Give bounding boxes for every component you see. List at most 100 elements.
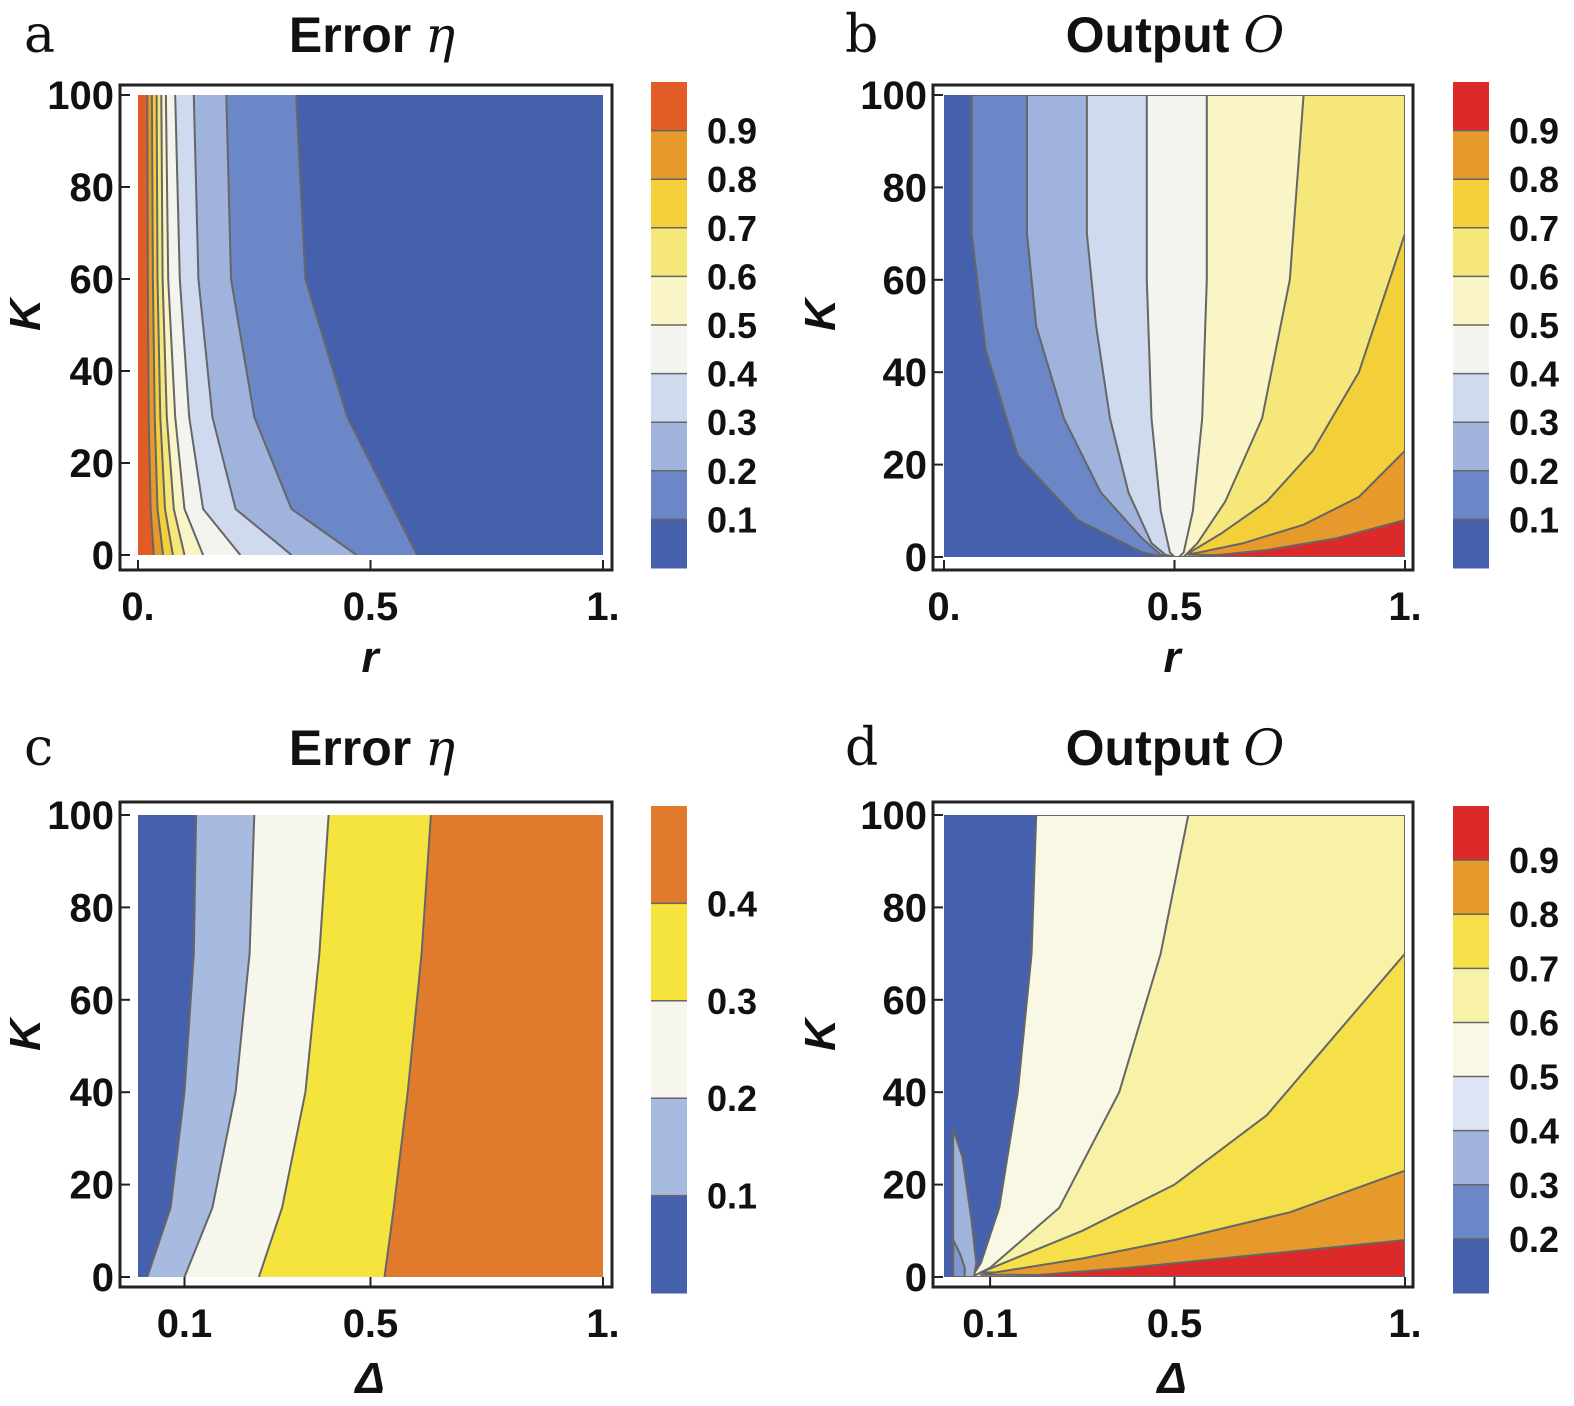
colorbar-label: 0.1	[1509, 499, 1559, 540]
colorbar-swatch	[1453, 130, 1489, 180]
y-tick-label: 0	[92, 534, 114, 578]
contour-region	[1012, 1239, 1405, 1277]
colorbar-swatch	[651, 227, 687, 277]
colorbar-label: 0.5	[1509, 305, 1559, 346]
contour-line	[155, 95, 174, 555]
colorbar-label: 0.2	[707, 1078, 757, 1119]
contour-region	[1187, 449, 1405, 557]
colorbar-label: 0.3	[1509, 402, 1559, 443]
x-tick-label: 0.5	[343, 585, 399, 629]
colorbar-label: 0.4	[707, 354, 757, 395]
colorbar-label: 0.1	[707, 1176, 757, 1217]
contour-plot-area	[944, 815, 1405, 1277]
panel-title: Output O	[1066, 719, 1285, 777]
colorbar-label: 0.3	[707, 402, 757, 443]
colorbar-swatch	[1453, 860, 1489, 915]
colorbar-label: 0.4	[707, 883, 757, 924]
x-tick-label: 1.	[586, 1302, 619, 1346]
x-tick-label: 1.	[1388, 1302, 1421, 1346]
y-tick-label: 0	[905, 536, 927, 580]
y-tick-label: 80	[883, 166, 928, 210]
colorbar-label: 0.2	[1509, 1219, 1559, 1260]
x-axis-label: r	[1163, 633, 1183, 682]
y-tick-label: 100	[860, 74, 927, 118]
contour-line	[146, 815, 198, 1277]
colorbar-swatch	[651, 519, 687, 569]
contour-plot-area	[138, 815, 603, 1277]
x-axis-label: Δ	[1155, 1354, 1187, 1403]
colorbar-label: 0.8	[1509, 159, 1559, 200]
colorbar: 0.2 0.3 0.4 0.5 0.6 0.7 0.8 0.9	[1453, 806, 1559, 1294]
y-tick-label: 80	[70, 886, 115, 930]
contour-region	[952, 1239, 966, 1277]
x-tick-label: 0.1	[157, 1302, 213, 1346]
contour-region	[1196, 519, 1405, 557]
contour-region	[979, 952, 1405, 1277]
colorbar-label: 0.1	[707, 499, 757, 540]
colorbar-swatch	[1453, 1076, 1489, 1132]
colorbar-swatch	[1453, 227, 1489, 277]
contour-line	[183, 815, 256, 1277]
colorbar-swatch	[1453, 470, 1489, 520]
colorbar-swatch	[1453, 968, 1489, 1023]
colorbar-swatch	[651, 179, 687, 229]
title-variable: O	[1243, 6, 1284, 64]
colorbar-label: 0.3	[1509, 1165, 1559, 1206]
panel-d: 0 20 40 60 80 100 0.1 0.5 1. Δ Kd Output O 0.2 0.3 0.4…	[796, 718, 1559, 1403]
colorbar-label: 0.7	[1509, 208, 1559, 249]
colorbar-swatch	[651, 422, 687, 472]
colorbar-swatch	[1453, 82, 1489, 132]
colorbar-swatch	[1453, 1130, 1489, 1186]
colorbar-swatch	[1453, 276, 1489, 326]
y-tick-label: 100	[860, 794, 927, 838]
colorbar: 0.1 0.2 0.3 0.4 0.5 0.6 0.7 0.8 0.9	[651, 82, 757, 569]
colorbar-label: 0.8	[1509, 894, 1559, 935]
y-tick-label: 40	[883, 351, 928, 395]
y-axis-label: K	[796, 296, 845, 331]
colorbar-label: 0.9	[1509, 111, 1559, 152]
y-tick-label: 60	[70, 979, 115, 1023]
colorbar-swatch	[651, 903, 687, 1002]
y-tick-label: 100	[47, 74, 114, 118]
y-tick-label: 20	[883, 1164, 928, 1208]
colorbar-swatch	[1453, 373, 1489, 423]
y-axis-label: K	[796, 1016, 845, 1051]
colorbar: 0.1 0.2 0.3 0.4	[651, 806, 757, 1294]
colorbar-label: 0.2	[707, 451, 757, 492]
y-tick-label: 80	[883, 886, 928, 930]
colorbar-swatch	[651, 1195, 687, 1294]
contour-plot-area	[138, 95, 603, 555]
colorbar-swatch	[1453, 914, 1489, 969]
colorbar-label: 0.3	[707, 981, 757, 1022]
colorbar-swatch	[651, 1098, 687, 1197]
x-axis-label: Δ	[353, 1354, 385, 1403]
colorbar-label: 0.5	[707, 305, 757, 346]
colorbar-label: 0.9	[707, 111, 757, 152]
y-tick-label: 100	[47, 794, 114, 838]
x-tick-label: 0.1	[962, 1302, 1018, 1346]
x-tick-label: 0.	[121, 585, 154, 629]
y-tick-label: 20	[883, 444, 928, 488]
x-tick-label: 1.	[1388, 585, 1421, 629]
colorbar-swatch	[1453, 179, 1489, 229]
colorbar-swatch	[1453, 325, 1489, 375]
y-axis-label: K	[1, 1016, 50, 1051]
y-tick-label: 60	[70, 258, 115, 302]
panel-letter: d	[845, 718, 878, 778]
title-variable: η	[425, 719, 455, 777]
panel-title: Output O	[1066, 6, 1285, 64]
contour-line	[257, 815, 330, 1277]
colorbar-label: 0.2	[1509, 451, 1559, 492]
colorbar-label: 0.9	[1509, 840, 1559, 881]
x-axis-label: r	[361, 633, 381, 682]
y-tick-label: 60	[883, 259, 928, 303]
colorbar-swatch	[651, 130, 687, 180]
colorbar-label: 0.4	[1509, 354, 1559, 395]
contour-line	[174, 95, 242, 555]
x-tick-label: 0.5	[1147, 1302, 1203, 1346]
plot-frame	[118, 800, 614, 1289]
contour-line	[146, 95, 155, 555]
y-axis-label: K	[1, 296, 50, 331]
contour-line	[225, 95, 358, 555]
contour-line	[164, 95, 205, 555]
